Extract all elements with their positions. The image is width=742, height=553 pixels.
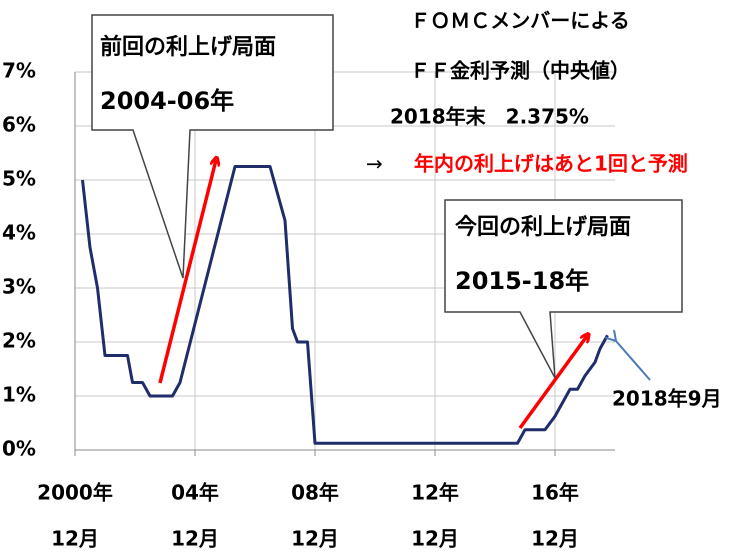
callout-box — [444, 199, 683, 379]
annotations: 前回の利上げ局面 2004-06年 今回の利上げ局面 2015-18年 ＦＯＭＣ… — [91, 9, 722, 430]
x-tick-label: 12月 — [531, 527, 579, 551]
y-tick-label: 2% — [2, 329, 36, 353]
forecast-note: 年内の利上げはあと1回と予測 — [414, 152, 688, 176]
y-tick-label: 5% — [2, 167, 36, 191]
x-tick-label: 04年 — [171, 481, 219, 505]
x-tick-label: 12月 — [411, 527, 459, 551]
latest-label: 2018年9月 — [612, 387, 722, 411]
y-tick-label: 4% — [2, 221, 36, 245]
blue-arrow — [616, 341, 651, 381]
callout-title: 今回の利上げ局面 — [455, 214, 631, 240]
data-line — [81, 165, 609, 445]
callout-title: 前回の利上げ局面 — [100, 34, 276, 60]
callout-period: 2015-18年 — [455, 267, 589, 295]
x-tick-label: 12年 — [411, 481, 459, 505]
callout-box — [91, 14, 334, 279]
x-tick-label: 2000年 — [37, 481, 113, 505]
y-tick-label: 7% — [2, 59, 36, 83]
red-arrow — [518, 336, 587, 430]
x-tick-label: 16年 — [531, 481, 579, 505]
x-tick-label: 12月 — [291, 527, 339, 551]
arrow-text: → — [366, 152, 383, 176]
x-tick-label: 12月 — [51, 527, 99, 551]
fomc-note: ＦＦ金利予測（中央値） — [410, 59, 630, 83]
y-tick-label: 3% — [2, 275, 36, 299]
y-tick-label: 0% — [2, 437, 36, 461]
x-tick-label: 08年 — [291, 481, 339, 505]
fomc-note: 2018年末 2.375% — [390, 105, 589, 129]
x-tick-label: 12月 — [171, 527, 219, 551]
fomc-note: ＦＯＭＣメンバーによる — [410, 9, 629, 33]
y-tick-label: 1% — [2, 383, 36, 407]
grid: 0% 1% 2% 3% 4% 5% 6% 7% 2000年 12月 04年 12月 08年 12月 12年 1… — [2, 59, 615, 551]
callout-period: 2004-06年 — [100, 87, 234, 115]
red-arrow — [158, 160, 216, 384]
plot — [81, 165, 609, 445]
y-tick-label: 6% — [2, 113, 36, 137]
